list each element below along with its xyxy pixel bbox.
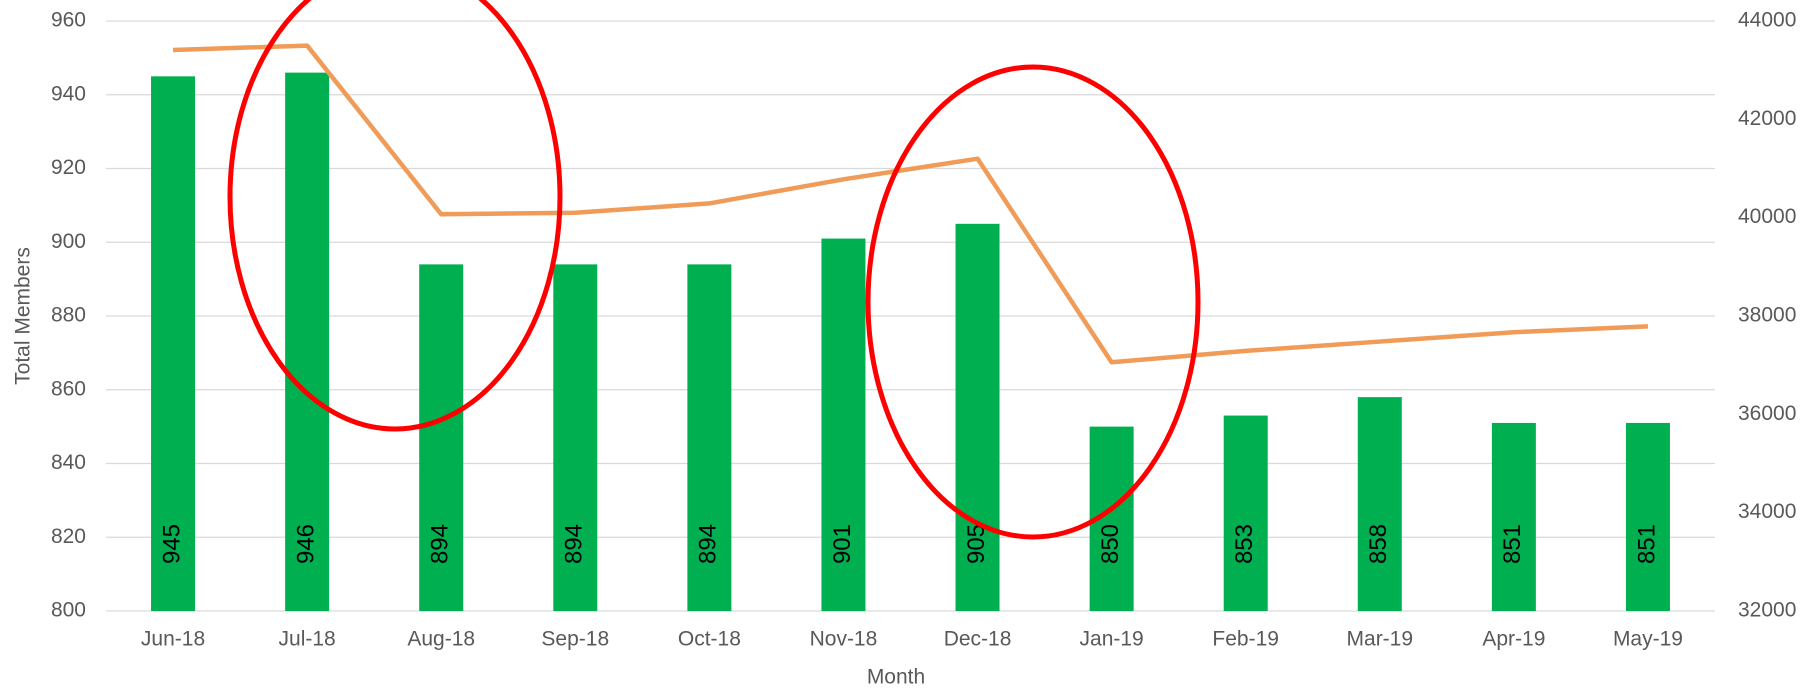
data-label: 946 bbox=[292, 524, 319, 564]
x-tick-label: Dec-18 bbox=[944, 628, 1012, 651]
data-label: 894 bbox=[561, 524, 588, 564]
bar bbox=[1625, 422, 1670, 611]
y2-tick-label: 42000 bbox=[1738, 107, 1796, 130]
x-tick-label: Jan-19 bbox=[1080, 628, 1144, 651]
bar bbox=[419, 264, 464, 611]
data-label: 851 bbox=[1633, 524, 1660, 564]
data-label: 901 bbox=[829, 524, 856, 564]
y-axis-label: Total Members bbox=[12, 247, 35, 385]
bar bbox=[1357, 397, 1402, 611]
y-tick-label: 960 bbox=[51, 9, 86, 32]
x-tick-label: Aug-18 bbox=[407, 628, 475, 651]
x-tick-label: Jul-18 bbox=[279, 628, 336, 651]
data-label: 894 bbox=[695, 524, 722, 564]
y-tick-label: 900 bbox=[51, 230, 86, 253]
y2-tick-label: 40000 bbox=[1738, 205, 1796, 228]
data-label: 853 bbox=[1231, 524, 1258, 564]
y-tick-label: 840 bbox=[51, 451, 86, 474]
data-label: 894 bbox=[427, 524, 454, 564]
x-axis-label: Month bbox=[867, 666, 925, 689]
bar bbox=[955, 223, 1000, 611]
x-tick-label: Mar-19 bbox=[1347, 628, 1414, 651]
x-tick-label: Sep-18 bbox=[541, 628, 609, 651]
y-tick-label: 820 bbox=[51, 525, 86, 548]
bar bbox=[151, 76, 196, 611]
y-tick-label: 940 bbox=[51, 82, 86, 105]
y2-tick-label: 36000 bbox=[1738, 402, 1796, 425]
x-tick-label: Nov-18 bbox=[810, 628, 878, 651]
x-tick-label: May-19 bbox=[1613, 628, 1683, 651]
data-label: 858 bbox=[1365, 524, 1392, 564]
data-label: 850 bbox=[1097, 524, 1124, 564]
y-tick-label: 800 bbox=[51, 599, 86, 622]
bar bbox=[821, 238, 866, 611]
y2-tick-label: 34000 bbox=[1738, 500, 1796, 523]
x-tick-label: Oct-18 bbox=[678, 628, 741, 651]
y2-tick-label: 44000 bbox=[1738, 9, 1796, 32]
x-tick-label: Feb-19 bbox=[1212, 628, 1279, 651]
y-tick-label: 920 bbox=[51, 156, 86, 179]
y-tick-label: 880 bbox=[51, 304, 86, 327]
y-tick-label: 860 bbox=[51, 377, 86, 400]
data-label: 905 bbox=[963, 524, 990, 564]
bar bbox=[553, 264, 598, 611]
line bbox=[172, 43, 1649, 365]
y2-tick-label: 32000 bbox=[1738, 599, 1796, 622]
data-label: 945 bbox=[158, 524, 185, 564]
plot: 800 820 840 860 880 900 920 940 960 32000 34000 360… bbox=[51, 9, 1796, 651]
x-tick-label: Apr-19 bbox=[1482, 628, 1545, 651]
bar bbox=[285, 72, 330, 611]
annotation-ellipse bbox=[865, 64, 1201, 540]
y2-tick-label: 38000 bbox=[1738, 304, 1796, 327]
data-label: 851 bbox=[1499, 524, 1526, 564]
bar bbox=[687, 264, 732, 611]
annotation-ellipse bbox=[227, 0, 563, 432]
bar bbox=[1491, 422, 1536, 611]
bar bbox=[1223, 415, 1268, 611]
x-tick-label: Jun-18 bbox=[141, 628, 205, 651]
